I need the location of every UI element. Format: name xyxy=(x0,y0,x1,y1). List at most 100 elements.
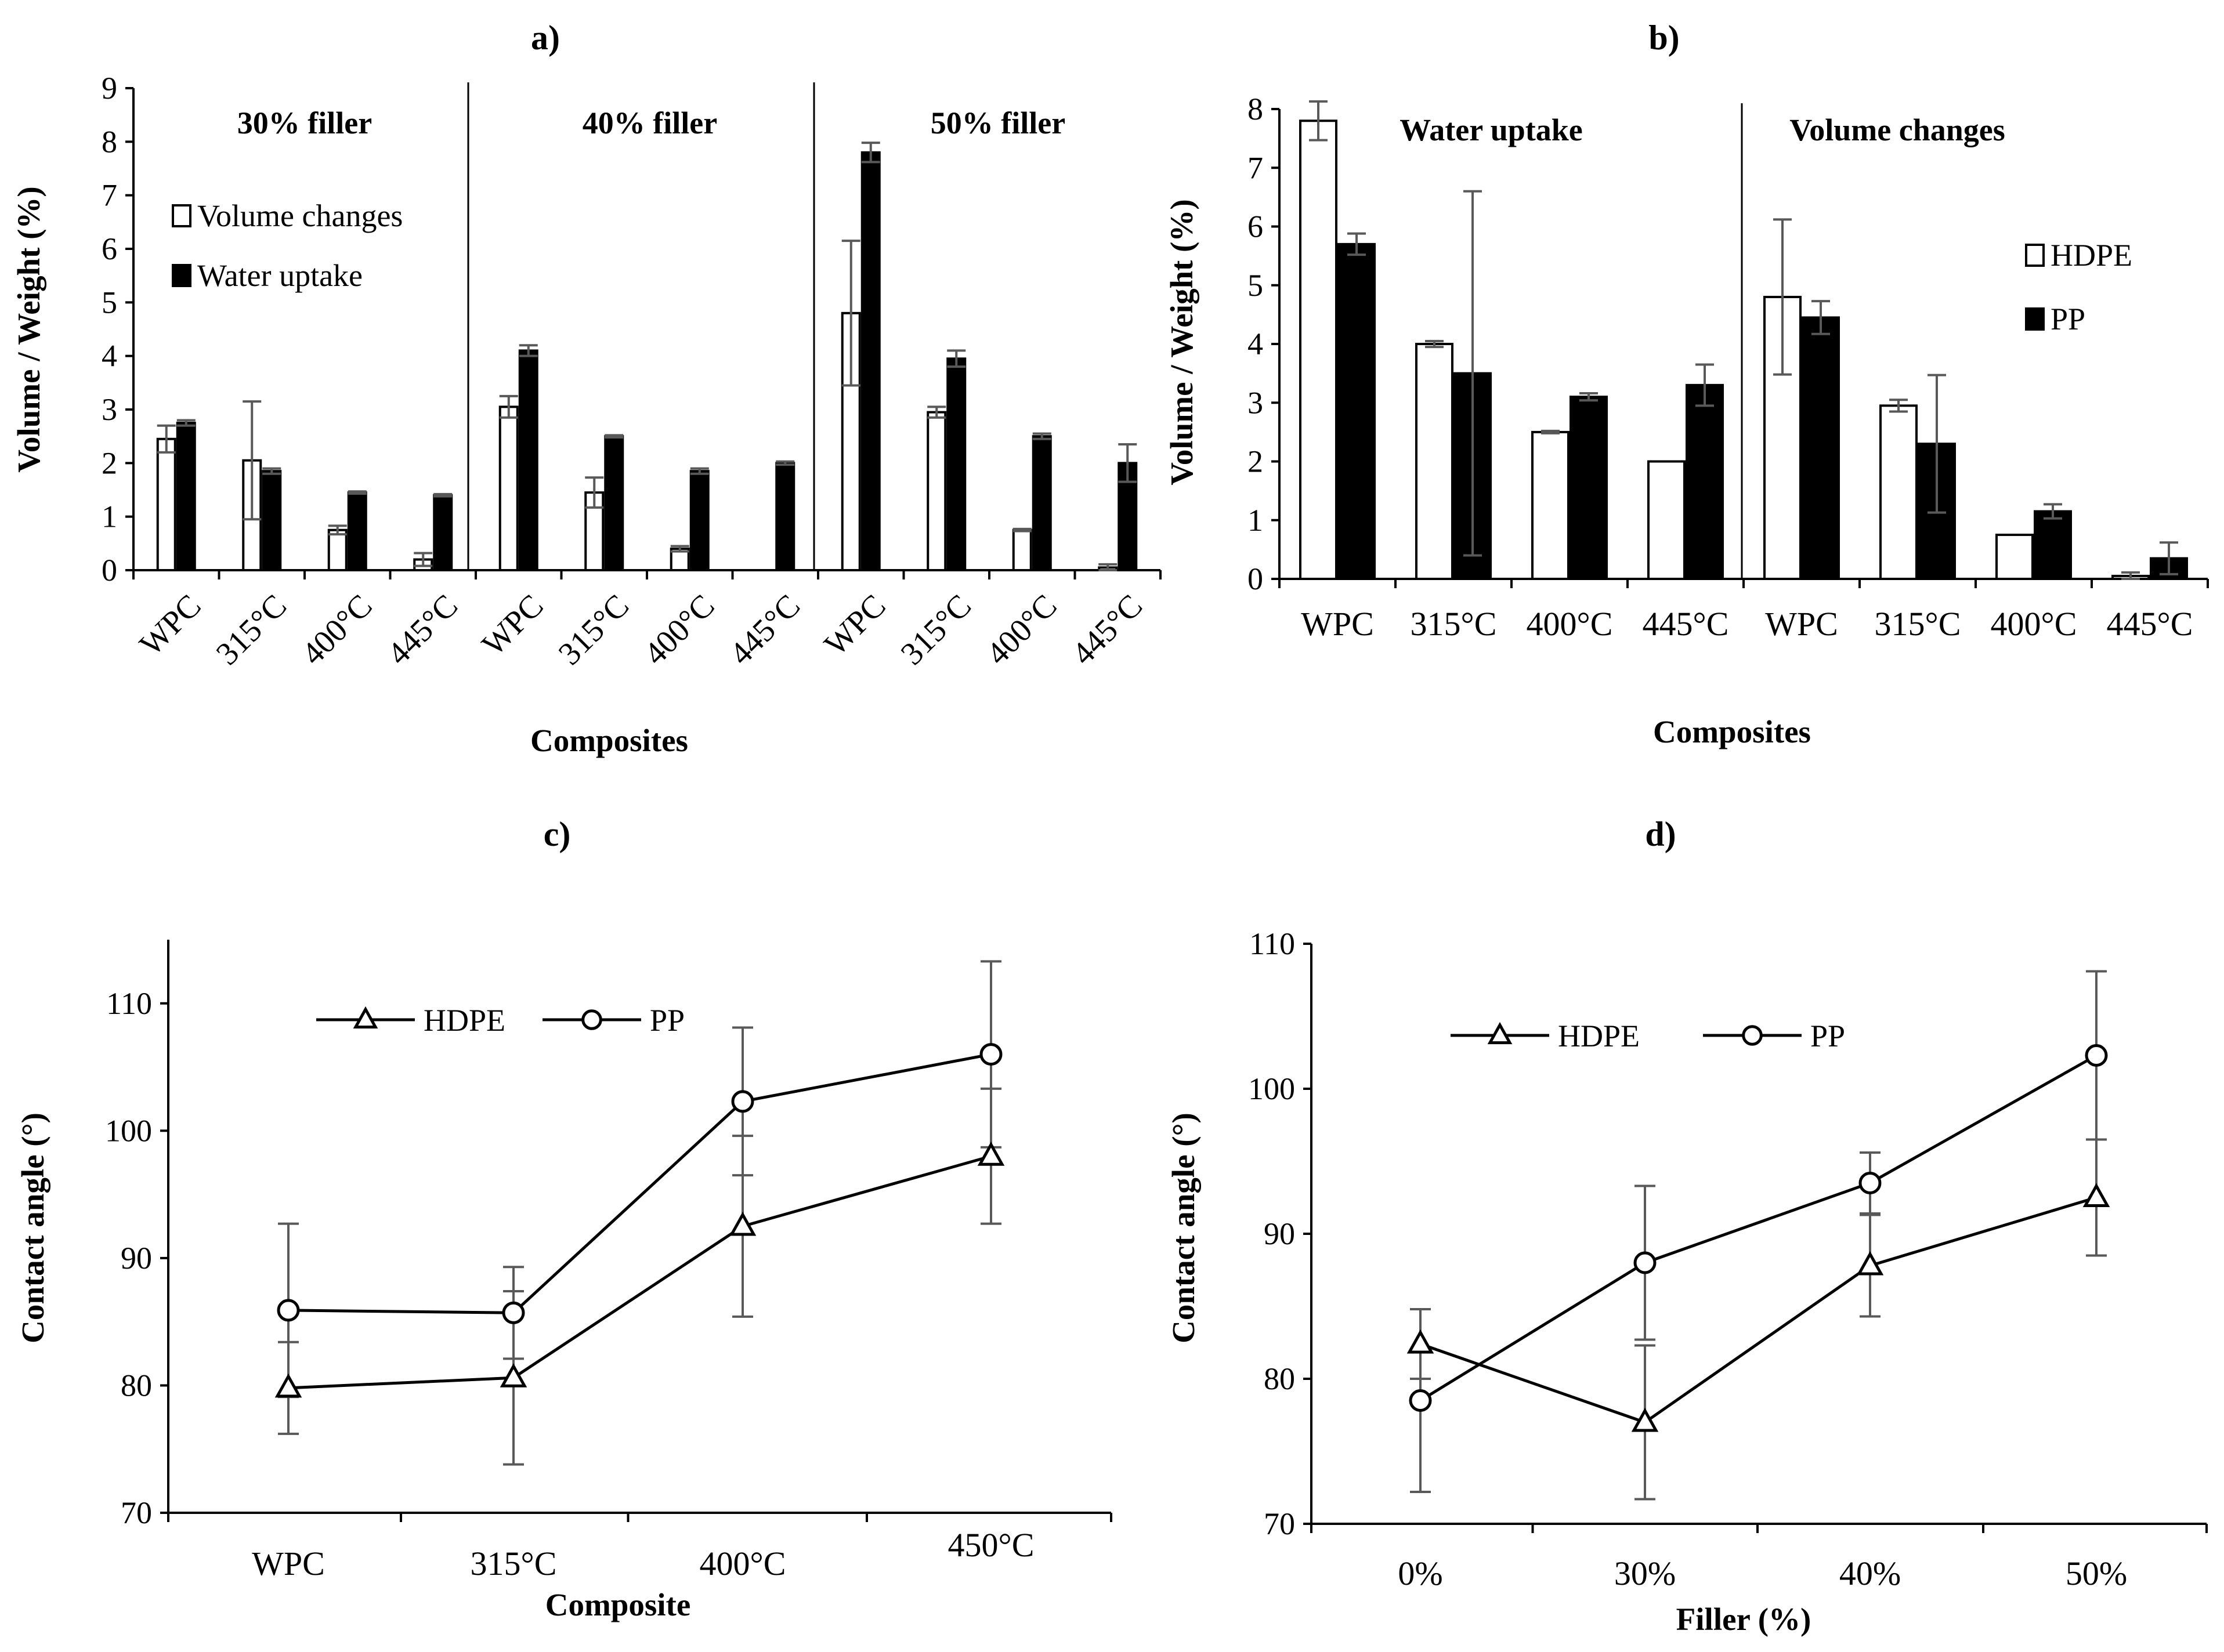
data-point-hdpe xyxy=(977,1142,1005,1166)
bar-hdpe xyxy=(1299,119,1337,580)
bar-water-uptake xyxy=(946,357,967,571)
category-label: 400°C xyxy=(700,1545,786,1582)
group-label: 30% filler xyxy=(237,106,372,140)
category-label: 315°C xyxy=(552,588,636,672)
panel-d-line-chart: d) Filler (%) Contact angle (°) 70 80 90 100 11… xyxy=(1166,815,2208,1637)
category-label: 400°C xyxy=(979,588,1064,672)
data-point-pp xyxy=(731,1090,754,1113)
bar-water-uptake xyxy=(689,470,710,572)
series-line-hdpe xyxy=(288,1154,992,1390)
category-label: WPC xyxy=(252,1545,325,1582)
y-tick-label: 90 xyxy=(121,1241,152,1276)
category-label: 445°C xyxy=(381,588,465,672)
y-tick-label: 100 xyxy=(105,1113,152,1148)
legend-swatch-water-uptake xyxy=(172,264,191,287)
bar-hdpe xyxy=(1415,343,1453,580)
panel-label: c) xyxy=(544,815,571,853)
data-point-pp xyxy=(277,1299,300,1322)
panel-label: a) xyxy=(531,19,560,57)
y-tick-label: 0 xyxy=(102,553,117,588)
x-axis-title: Filler (%) xyxy=(1676,1602,1811,1637)
category-label: 450°C xyxy=(948,1526,1035,1564)
series-line-hdpe xyxy=(1420,1196,2097,1424)
y-tick-label: 8 xyxy=(1247,92,1263,126)
data-point-pp xyxy=(1633,1251,1657,1274)
y-axis-title: Volume / Weight (%) xyxy=(11,186,46,473)
data-point-hdpe xyxy=(2082,1183,2110,1207)
data-point-pp xyxy=(979,1043,1003,1066)
legend-swatch-volume-changes xyxy=(172,204,191,227)
category-label: WPC xyxy=(1301,605,1374,643)
bar-water-uptake xyxy=(604,435,624,572)
y-tick-label: 1 xyxy=(102,499,117,534)
category-label: WPC xyxy=(133,588,208,663)
group-label: 40% filler xyxy=(583,106,717,140)
category-label: 315°C xyxy=(209,588,294,672)
panel-label: d) xyxy=(1645,815,1676,853)
bar-volume-changes xyxy=(327,528,348,571)
y-tick-label: 100 xyxy=(1248,1071,1295,1106)
category-label: 50% xyxy=(2066,1555,2127,1592)
bar-hdpe xyxy=(1531,430,1570,580)
group-label: Water uptake xyxy=(1400,113,1583,147)
series-line-pp xyxy=(288,1053,992,1314)
bar-volume-changes xyxy=(156,437,176,571)
bar-volume-changes xyxy=(498,405,519,572)
bar-water-uptake xyxy=(1032,435,1052,572)
category-label: 445°C xyxy=(1065,588,1149,672)
bar-water-uptake xyxy=(518,349,538,572)
data-point-pp xyxy=(1409,1389,1432,1412)
legend-label: HDPE xyxy=(1558,1019,1640,1053)
y-tick-label: 90 xyxy=(1264,1216,1295,1251)
bar-pp xyxy=(1686,383,1724,580)
y-tick-label: 4 xyxy=(1247,327,1263,361)
data-point-pp xyxy=(502,1301,525,1324)
data-point-hdpe xyxy=(274,1373,302,1398)
x-axis-title: Composites xyxy=(530,723,688,758)
bar-volume-changes xyxy=(1012,528,1032,571)
y-tick-label: 0 xyxy=(1247,561,1263,596)
category-label: 445°C xyxy=(723,588,807,672)
legend-label: PP xyxy=(1810,1019,1845,1053)
legend-label: Volume changes xyxy=(197,198,403,233)
x-axis-title: Composite xyxy=(545,1587,691,1622)
bar-water-uptake xyxy=(262,470,282,572)
bar-pp xyxy=(2034,510,2072,580)
bar-pp xyxy=(1570,396,1608,580)
y-tick-label: 3 xyxy=(102,392,117,427)
panel-label: b) xyxy=(1648,19,1679,57)
y-tick-label: 8 xyxy=(102,124,117,159)
y-tick-label: 7 xyxy=(1247,150,1263,185)
panel-b-bar-chart: b) Composites Volume / Weight (%) 0 1 2 3 4 5 6 7 8… xyxy=(1164,19,2209,749)
y-tick-label: 4 xyxy=(102,339,117,374)
series-line-pp xyxy=(1419,1054,2098,1402)
legend-label: PP xyxy=(2051,302,2085,336)
y-tick-label: 80 xyxy=(1264,1361,1295,1396)
bar-pp xyxy=(1337,242,1376,580)
y-tick-label: 7 xyxy=(102,178,117,213)
legend-swatch-pp xyxy=(2025,307,2045,331)
y-tick-label: 2 xyxy=(102,445,117,480)
bar-water-uptake xyxy=(347,491,367,571)
legend-marker-pp xyxy=(1742,1025,1763,1046)
bar-water-uptake xyxy=(176,422,196,571)
y-tick-label: 6 xyxy=(102,231,117,266)
category-label: WPC xyxy=(818,588,893,663)
x-axis-title: Composites xyxy=(1653,714,1811,749)
y-tick-label: 2 xyxy=(1247,444,1263,479)
y-axis-title: Volume / Weight (%) xyxy=(1164,199,1199,486)
legend-label: PP xyxy=(650,1003,685,1038)
y-tick-label: 5 xyxy=(1247,268,1263,303)
bar-pp xyxy=(1802,316,1840,580)
legend-marker-pp xyxy=(581,1009,602,1030)
y-tick-label: 70 xyxy=(1264,1506,1295,1541)
category-label: 30% xyxy=(1614,1555,1676,1592)
category-label: 400°C xyxy=(1991,605,2077,643)
bar-volume-changes xyxy=(927,411,947,571)
bar-hdpe xyxy=(1647,460,1686,580)
data-point-pp xyxy=(2085,1044,2108,1067)
bar-hdpe xyxy=(1879,404,1918,580)
category-label: 445°C xyxy=(1643,605,1729,643)
category-label: 315°C xyxy=(1875,605,1961,643)
